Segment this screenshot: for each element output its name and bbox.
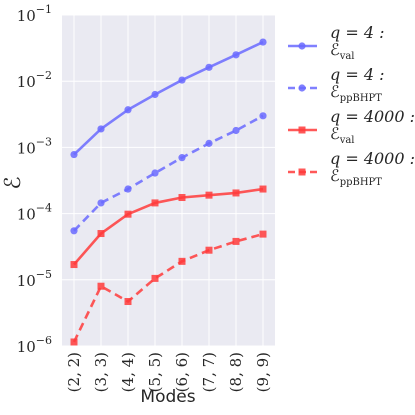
data-point <box>70 150 78 159</box>
series-4 <box>70 230 267 346</box>
data-point <box>151 199 159 207</box>
x-axis-title: Modes <box>140 387 195 407</box>
series-line <box>73 40 264 156</box>
data-point <box>178 76 186 84</box>
x-tick-label: (6, 6) <box>173 352 191 392</box>
data-point <box>178 154 186 162</box>
y-tick-label: 10−6 <box>17 334 52 356</box>
x-tick-label: (8, 8) <box>227 352 245 392</box>
legend-swatch-marker <box>298 42 306 50</box>
legend-label: q = 4000 : <box>330 149 415 168</box>
plot-area <box>62 15 275 346</box>
legend-swatch-marker <box>298 168 306 176</box>
data-point <box>151 90 159 99</box>
legend-sublabel: ℰppBHPT <box>330 82 382 104</box>
data-point <box>70 338 78 346</box>
legend-sublabel: ℰppBHPT <box>330 166 382 188</box>
data-point <box>70 227 78 235</box>
legend-sublabel: ℰval <box>330 40 355 62</box>
x-tick-label: (2, 2) <box>65 352 83 392</box>
y-tick-base: 10 <box>17 139 36 157</box>
y-tick-base: 10 <box>17 7 36 25</box>
y-tick-base: 10 <box>17 338 36 356</box>
data-point <box>232 189 240 197</box>
data-point <box>232 51 240 59</box>
data-point <box>97 282 105 290</box>
legend-sublabel: ℰval <box>330 124 355 146</box>
data-point <box>124 210 132 218</box>
y-tick-exponent: −5 <box>36 268 52 281</box>
legend-label: q = 4 : <box>330 65 384 84</box>
series-1 <box>70 38 267 159</box>
y-tick-exponent: −3 <box>36 135 52 148</box>
y-tick-label: 10−2 <box>17 69 52 91</box>
data-point <box>97 125 105 133</box>
data-point <box>259 230 267 238</box>
data-point <box>232 126 240 135</box>
y-tick-label: 10−1 <box>17 3 52 25</box>
y-tick-label: 10−5 <box>17 268 52 290</box>
data-point <box>151 274 159 282</box>
data-point <box>205 139 213 147</box>
x-tick-label: (5, 5) <box>146 352 164 392</box>
y-tick-exponent: −2 <box>36 69 52 82</box>
data-point <box>124 298 132 306</box>
y-tick-exponent: −6 <box>36 334 52 347</box>
legend-symbol: ℰ <box>330 40 340 59</box>
series-line <box>72 232 264 343</box>
series-line <box>73 114 264 232</box>
y-tick-base: 10 <box>17 73 36 91</box>
y-tick-label: 10−4 <box>17 202 52 224</box>
legend-item-4: q = 4000 :ℰppBHPT <box>288 149 415 188</box>
y-axis-title: ℰ <box>1 176 26 189</box>
data-point <box>259 38 267 46</box>
legend-symbol: ℰ <box>330 82 340 101</box>
y-tick-label: 10−3 <box>17 135 52 157</box>
x-tick-label: (3, 3) <box>92 352 110 392</box>
data-point <box>205 191 213 199</box>
data-point <box>259 185 267 193</box>
legend-item-1: q = 4 :ℰval <box>288 23 384 62</box>
series-3 <box>70 185 267 269</box>
x-tick-labels: (2, 2) (3, 3) (4, 4) (5, 5) (6, 6) (7, 7) (8, … <box>65 352 272 392</box>
data-point <box>178 194 186 202</box>
legend-subscript: val <box>339 135 355 146</box>
x-tick-label: (9, 9) <box>254 352 272 392</box>
legend-symbol: ℰ <box>330 124 340 143</box>
data-point <box>259 112 267 120</box>
y-tick-exponent: −4 <box>36 202 52 215</box>
data-point <box>205 246 213 254</box>
y-tick-exponent: −1 <box>36 3 52 16</box>
legend-swatch-marker <box>298 126 306 134</box>
data-point <box>97 199 105 207</box>
legend-symbol: ℰ <box>330 166 340 185</box>
y-tick-labels: 10−610−510−410−310−210−1 <box>17 3 52 356</box>
series-2 <box>70 112 267 235</box>
legend-subscript: ppBHPT <box>340 177 383 188</box>
data-point <box>178 257 186 265</box>
data-point <box>97 230 105 238</box>
data-point <box>151 169 159 177</box>
legend-label: q = 4 : <box>330 23 384 42</box>
x-tick-label: (7, 7) <box>200 352 218 392</box>
legend-subscript: val <box>339 51 355 62</box>
series-group <box>70 38 267 346</box>
legend-item-2: q = 4 :ℰppBHPT <box>288 65 384 104</box>
x-tick-label: (4, 4) <box>119 352 137 392</box>
legend-label: q = 4000 : <box>330 107 415 126</box>
legend-item-3: q = 4000 :ℰval <box>288 107 415 146</box>
data-point <box>205 63 213 71</box>
data-point <box>124 185 132 193</box>
series-line <box>73 187 264 266</box>
y-tick-base: 10 <box>17 206 36 224</box>
data-point <box>124 106 132 114</box>
legend-swatch-marker <box>298 84 306 92</box>
legend-subscript: ppBHPT <box>340 93 383 104</box>
data-point <box>70 261 78 269</box>
y-tick-base: 10 <box>17 272 36 290</box>
data-point <box>232 237 240 245</box>
